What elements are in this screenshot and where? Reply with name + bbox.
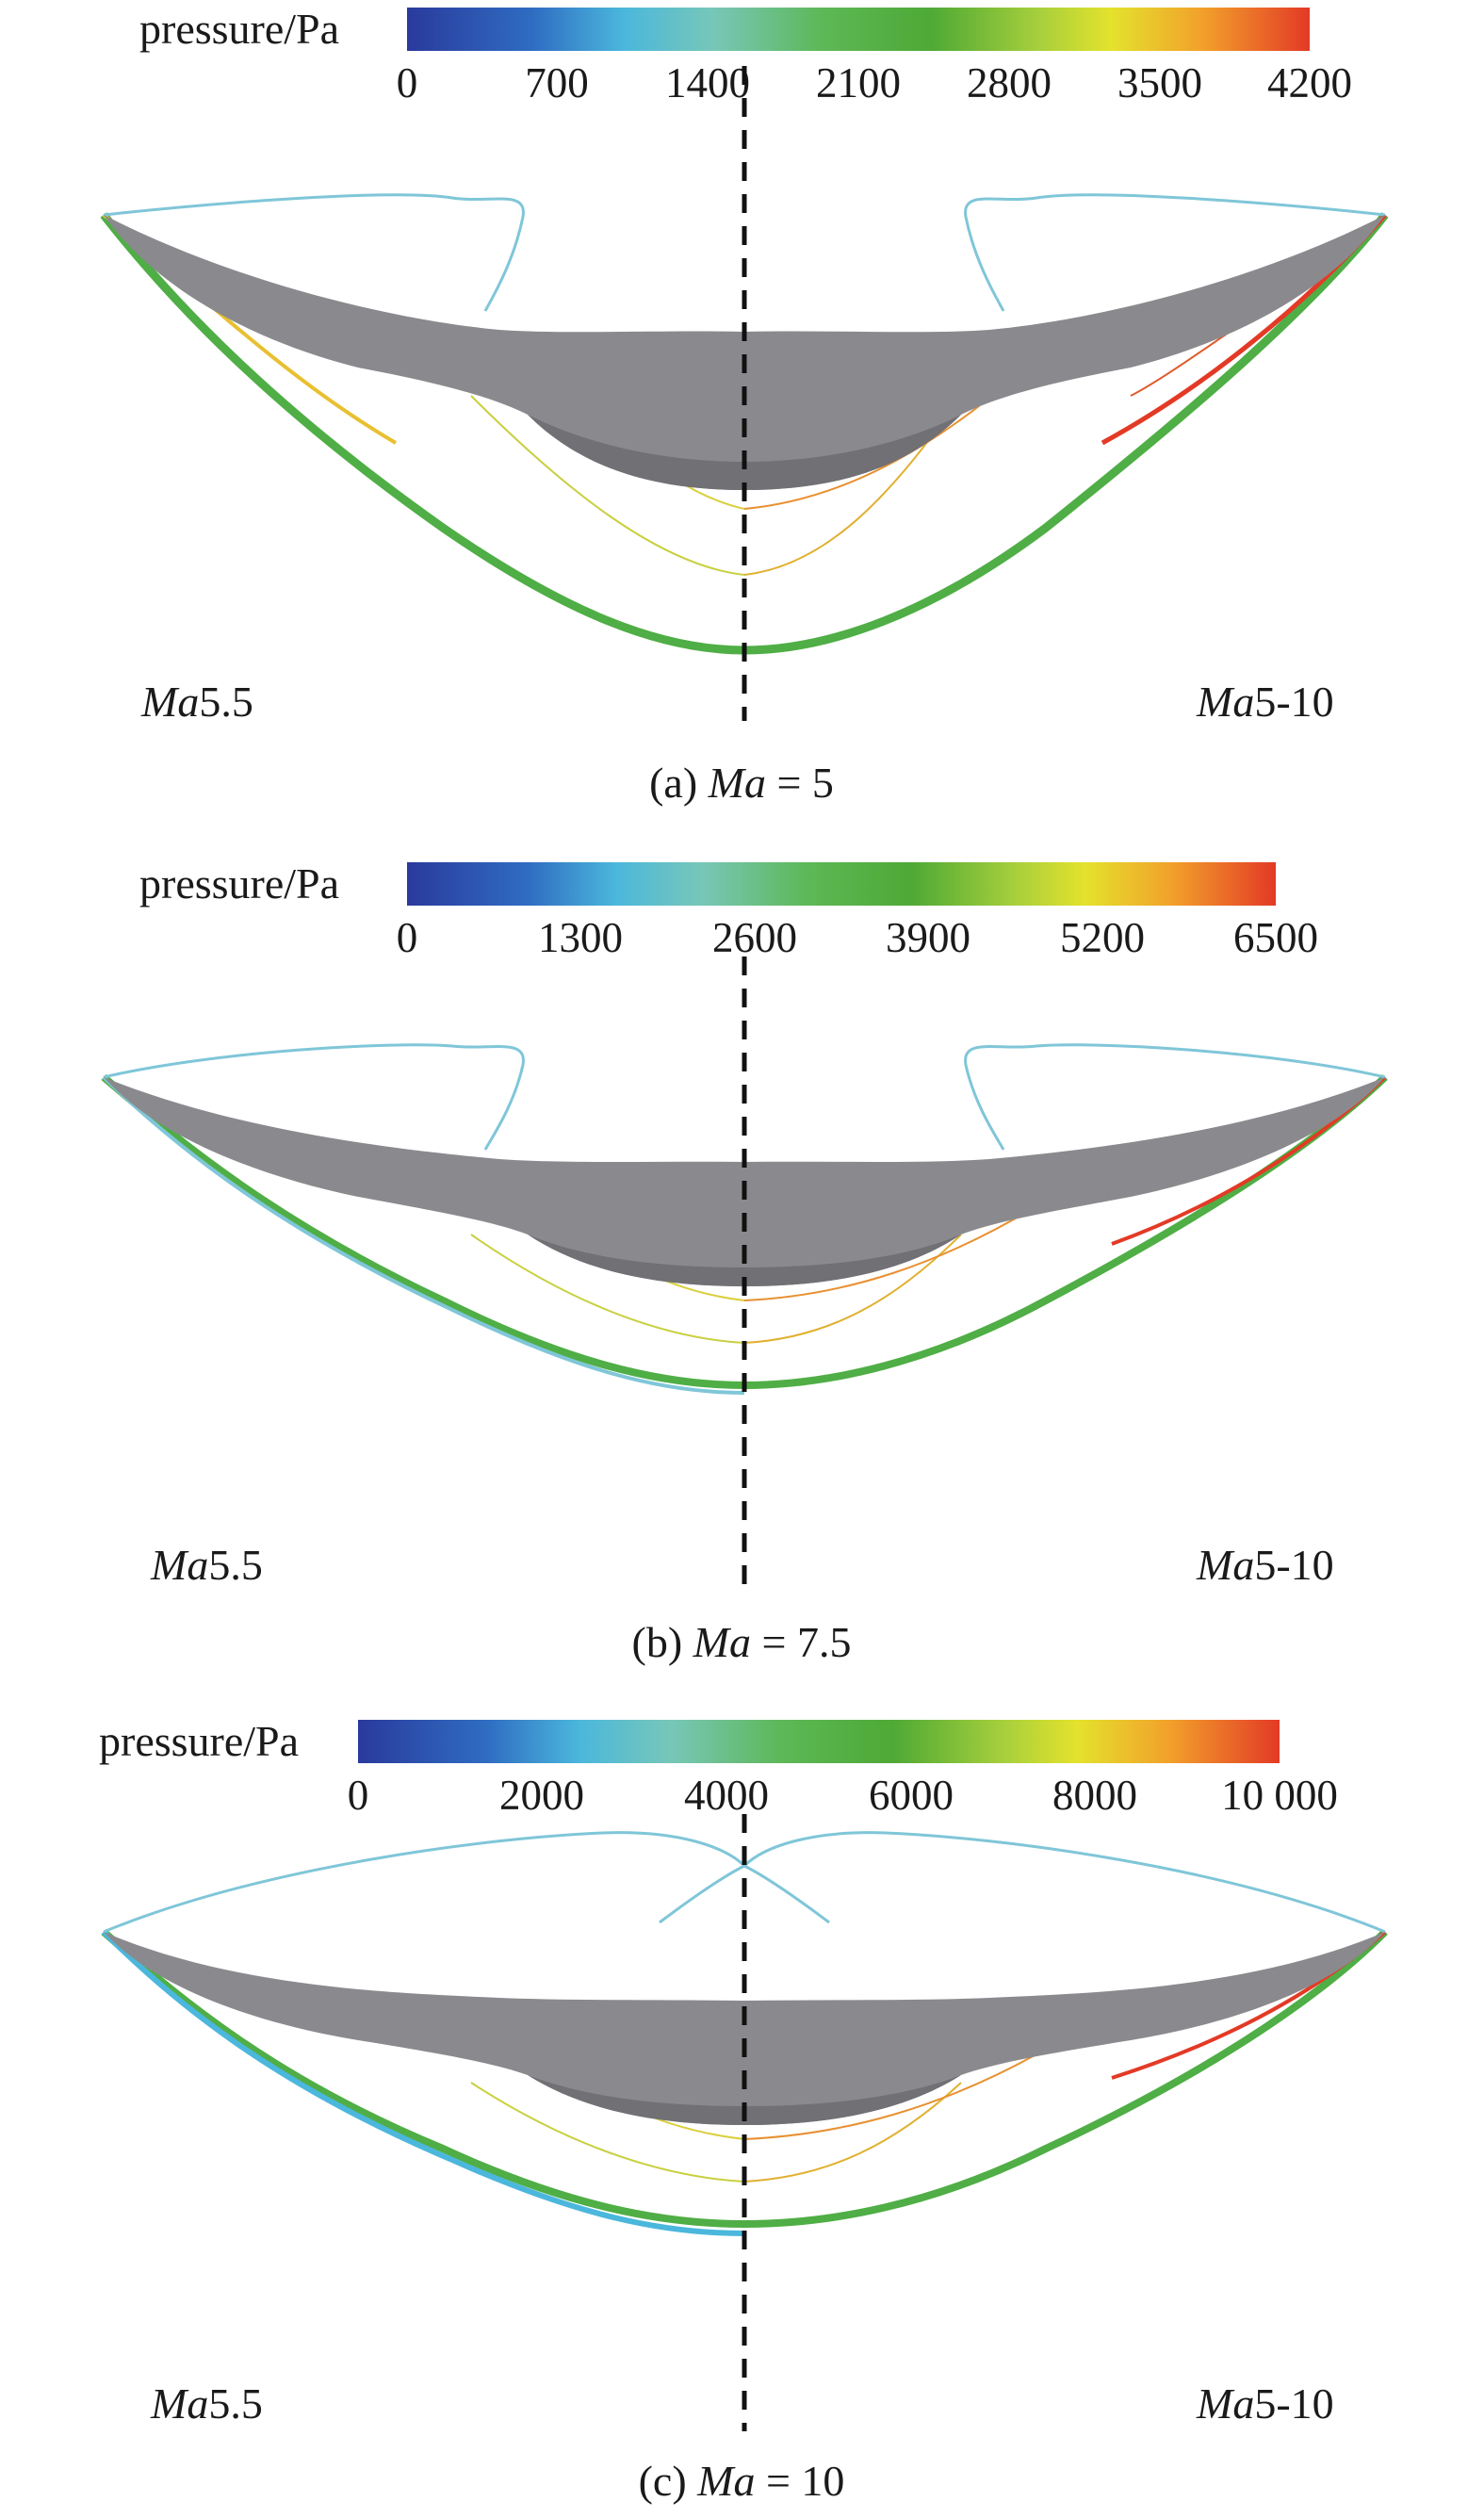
colorbar-tick: 2000 — [499, 1772, 584, 1819]
vehicle-body-shadow — [528, 2075, 961, 2125]
colorbar-tick: 0 — [396, 59, 418, 106]
panel-b: pressure/Pa 0 1300 2600 3900 5200 6500 M… — [0, 848, 1484, 1677]
colorbar-tick: 3500 — [1117, 59, 1202, 106]
colorbar-title: pressure/Pa — [139, 5, 340, 53]
colorbar — [407, 8, 1310, 51]
vehicle-body-shadow — [528, 1234, 961, 1286]
colorbar-tick: 3900 — [886, 914, 970, 961]
colorbar-tick: 8000 — [1052, 1772, 1137, 1819]
colorbar-tick: 700 — [525, 59, 589, 106]
flow-field-c — [101, 1814, 1388, 2431]
flow-field-a — [100, 66, 1389, 721]
colorbar-tick: 0 — [347, 1772, 369, 1819]
colorbar-tick: 1400 — [665, 59, 750, 106]
vehicle-body — [104, 1932, 1385, 2125]
colorbar-tick: 4000 — [684, 1772, 769, 1819]
case-label-left: Ma5.5 — [141, 678, 253, 726]
pressure-contour-field — [101, 1831, 1388, 2236]
colorbar-tick: 5200 — [1060, 914, 1145, 961]
case-label-right: Ma5-10 — [1197, 1541, 1334, 1589]
vehicle-body-shadow — [528, 415, 961, 490]
vehicle-body — [104, 215, 1385, 490]
panel-caption: (b) Ma = 7.5 — [631, 1618, 852, 1666]
panel-caption: (c) Ma = 10 — [638, 2457, 845, 2505]
colorbar-tick: 1300 — [538, 914, 623, 961]
colorbar — [358, 1720, 1280, 1763]
flow-field-b — [101, 957, 1388, 1588]
panel-caption: (a) Ma = 5 — [649, 759, 834, 807]
colorbar-tick: 0 — [396, 914, 418, 961]
colorbar-tick: 2100 — [816, 59, 901, 106]
colorbar-tick: 4200 — [1267, 59, 1352, 106]
case-label-right: Ma5-10 — [1197, 2379, 1334, 2428]
colorbar-tick: 6000 — [869, 1772, 954, 1819]
panel-a: pressure/Pa 0 700 1400 2100 2800 3500 42… — [0, 0, 1484, 829]
colorbar-title: pressure/Pa — [139, 859, 340, 907]
colorbar-tick: 2800 — [967, 59, 1052, 106]
panel-c: pressure/Pa 0 2000 4000 6000 8000 10 000… — [0, 1706, 1484, 2518]
colorbar-tick: 6500 — [1233, 914, 1318, 961]
case-label-left: Ma5.5 — [151, 2379, 263, 2428]
colorbar-tick: 10 000 — [1221, 1772, 1338, 1819]
colorbar-tick: 2600 — [712, 914, 797, 961]
case-label-left: Ma5.5 — [151, 1541, 263, 1589]
colorbar-title: pressure/Pa — [99, 1717, 300, 1765]
colorbar — [407, 862, 1276, 906]
case-label-right: Ma5-10 — [1197, 678, 1334, 726]
